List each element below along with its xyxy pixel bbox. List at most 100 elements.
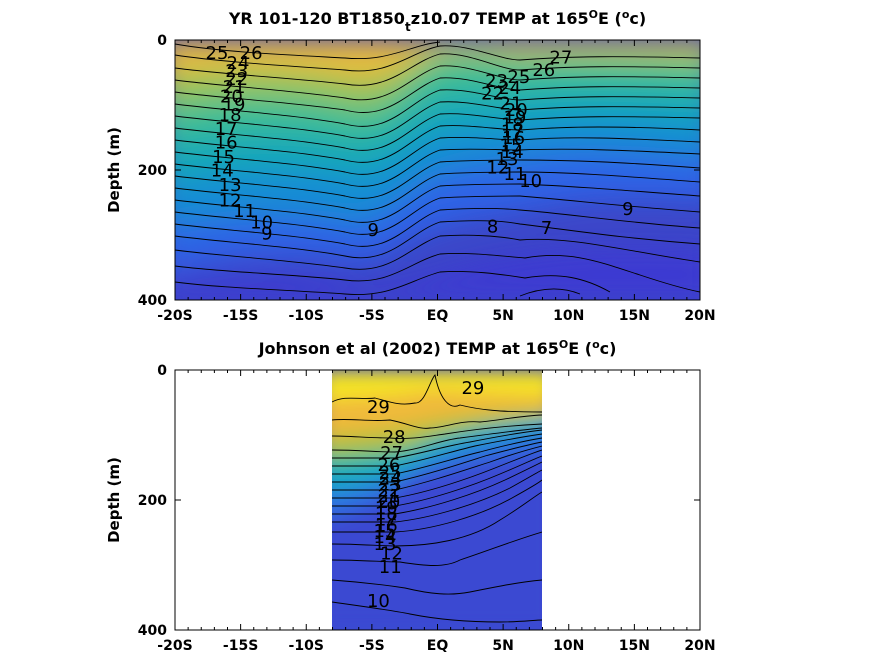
contour-label: 12 (486, 157, 509, 178)
contour-label: 9 (261, 224, 272, 245)
contour-label: 14 (211, 161, 234, 182)
contour-label: 25 (206, 43, 229, 64)
contour-label: 20 (220, 87, 243, 108)
x-tick-label: -10S (289, 308, 324, 324)
contour-label: 11 (379, 557, 402, 578)
contour-label: 19 (223, 94, 246, 115)
panel-2-field (332, 370, 542, 630)
contour-label: 29 (461, 378, 484, 399)
contour-label: 25 (507, 67, 530, 88)
panel-2-contour-labels: 29 29 282726252423222120191817161514131211… (367, 378, 484, 612)
x-tick-label: 10N (553, 638, 584, 654)
contour-label: 13 (496, 149, 519, 170)
contour-label: 22 (225, 69, 248, 90)
y-tick-label: 400 (138, 293, 167, 309)
contour-label: 21 (500, 94, 523, 115)
y-tick-label: 200 (138, 163, 167, 179)
contour-label: 15 (374, 521, 397, 542)
x-tick-label: 5N (492, 638, 513, 654)
panel-2-ticks: -20S -15S -10S -5S EQ 5N 10N 15N 20N 0 200 400 (138, 363, 716, 654)
contour-label: 24 (227, 53, 250, 74)
contour-label: 16 (375, 515, 398, 536)
contour-label: 18 (501, 115, 524, 136)
contour-label: 17 (215, 119, 238, 140)
x-tick-label: 10N (553, 308, 584, 324)
contour-label: 28 (383, 427, 406, 448)
contour-label: 26 (240, 43, 263, 64)
contour-label: 11 (503, 164, 526, 185)
contour-label: 11 (233, 201, 256, 222)
contour-label: 9 (622, 199, 633, 220)
x-tick-label: -5S (359, 308, 385, 324)
contour-label: 17 (501, 122, 524, 143)
x-tick-label: -20S (157, 308, 192, 324)
x-tick-label: 5N (492, 308, 513, 324)
contour-label: 10 (250, 213, 273, 234)
x-tick-label: -10S (289, 638, 324, 654)
contour-label: 27 (549, 48, 572, 69)
y-tick-label: 200 (138, 493, 167, 509)
contour-label: 15 (500, 135, 523, 156)
contour-label: 16 (215, 133, 238, 154)
panel-1-contour-lines (175, 41, 700, 297)
chart-title: Johnson et al (2002) TEMP at 165OE (oc) (258, 338, 617, 359)
chart-title: YR 101-120 BT1850tz10.07 TEMP at 165OE (… (228, 8, 646, 35)
panel-1-title: YR 101-120 BT1850tz10.07 TEMP at 165OE (… (228, 8, 646, 35)
x-tick-label: 20N (684, 308, 715, 324)
contour-label: 18 (375, 504, 398, 525)
contour-label: 9 (367, 220, 378, 241)
y-tick-label: 0 (157, 363, 167, 379)
x-tick-label: -20S (157, 638, 192, 654)
contour-label: 14 (374, 527, 397, 548)
contour-label: 27 (380, 443, 403, 464)
panel-2-ylabel: Depth (m) (105, 457, 123, 543)
contour-label: 21 (377, 486, 400, 507)
contour-label: 17 (375, 510, 398, 531)
contour-label: 24 (379, 469, 402, 490)
contour-label: 8 (487, 217, 498, 238)
x-tick-label: 15N (619, 308, 650, 324)
x-tick-label: 15N (619, 638, 650, 654)
x-tick-label: -15S (223, 308, 258, 324)
contour-label: 12 (219, 191, 242, 212)
y-tick-label: 400 (138, 623, 167, 639)
contour-label: 22 (377, 480, 400, 501)
contour-label: 26 (377, 455, 400, 476)
contour-label: 21 (223, 77, 246, 98)
contour-label: 23 (225, 61, 248, 82)
contour-label: 20 (377, 492, 400, 513)
contour-label: 24 (498, 78, 521, 99)
contour-label: 23 (485, 71, 508, 92)
x-tick-label: -15S (223, 638, 258, 654)
contour-label: 7 (541, 218, 552, 239)
contour-label: 15 (212, 147, 235, 168)
contour-label: 12 (380, 543, 403, 564)
contour-label: 18 (219, 105, 242, 126)
contour-label: 20 (505, 100, 528, 121)
x-tick-label: 20N (684, 638, 715, 654)
contour-label: 29 (367, 397, 390, 418)
panel-1-field (175, 40, 700, 300)
y-tick-label: 0 (157, 33, 167, 49)
contour-label: 19 (375, 498, 398, 519)
contour-label: 10 (367, 591, 390, 612)
contour-label: 23 (379, 474, 402, 495)
panel-1-ticks: -20S -15S -10S -5S EQ 5N 10N 15N 20N 0 200 400 (138, 33, 716, 324)
contour-label: 26 (532, 60, 555, 81)
contour-label: 10 (519, 171, 542, 192)
contour-label: 13 (374, 534, 397, 555)
x-tick-label: -5S (359, 638, 385, 654)
panel-2-contour-lines (332, 374, 542, 623)
panel-1-ylabel: Depth (m) (105, 127, 123, 213)
contour-label: 25 (379, 463, 402, 484)
panel-2-title: Johnson et al (2002) TEMP at 165OE (oc) (258, 338, 617, 359)
x-tick-label: EQ (427, 308, 449, 324)
contour-label: 22 (481, 83, 504, 104)
contour-label: 14 (501, 142, 524, 163)
x-tick-label: EQ (427, 638, 449, 654)
contour-label: 16 (502, 128, 525, 149)
